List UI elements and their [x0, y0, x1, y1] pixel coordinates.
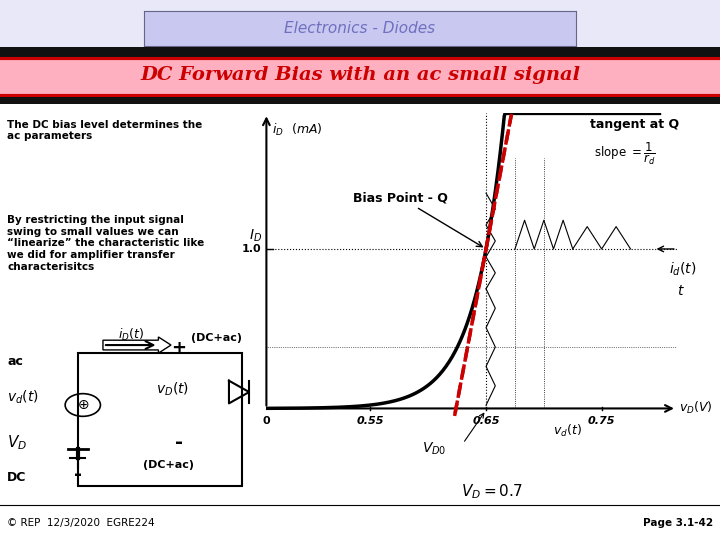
Text: The DC bias level determines the
ac parameters: The DC bias level determines the ac para… [7, 120, 202, 141]
Text: Electronics - Diodes: Electronics - Diodes [284, 21, 436, 36]
Text: DC: DC [7, 471, 27, 484]
Text: Page 3.1-42: Page 3.1-42 [643, 518, 713, 528]
Text: $t$: $t$ [677, 284, 685, 298]
Text: tangent at Q: tangent at Q [590, 118, 679, 131]
Text: $V_{D0}$: $V_{D0}$ [423, 440, 447, 456]
Text: (DC+ac): (DC+ac) [143, 460, 194, 470]
Text: +: + [171, 339, 186, 357]
Text: $I_D$: $I_D$ [248, 228, 262, 244]
Text: -: - [73, 465, 82, 484]
Text: $V_D$: $V_D$ [7, 433, 27, 451]
Text: $V_D=0.7$: $V_D=0.7$ [461, 482, 523, 501]
Text: By restricting the input signal
swing to small values we can
“linearize” the cha: By restricting the input signal swing to… [7, 215, 204, 272]
Text: 0.55: 0.55 [356, 416, 384, 427]
Text: slope $= \dfrac{1}{r_d}$: slope $= \dfrac{1}{r_d}$ [593, 140, 655, 167]
Text: DC Forward Bias with an ac small signal: DC Forward Bias with an ac small signal [140, 66, 580, 84]
FancyArrow shape [103, 337, 171, 353]
Text: Bias Point - Q: Bias Point - Q [353, 191, 482, 247]
Text: -: - [174, 433, 183, 452]
Text: $v_d(t)$: $v_d(t)$ [553, 423, 582, 439]
Text: $i_d(t)$: $i_d(t)$ [669, 260, 696, 278]
Text: $\oplus$: $\oplus$ [76, 398, 89, 412]
Text: 0.65: 0.65 [472, 416, 500, 427]
Text: $v_d(t)$: $v_d(t)$ [7, 388, 39, 406]
Text: 0: 0 [263, 416, 270, 427]
Text: $i_D$  $(mA)$: $i_D$ $(mA)$ [272, 122, 323, 138]
Text: 1.0: 1.0 [242, 244, 262, 254]
Bar [78, 353, 242, 486]
Text: 0.75: 0.75 [588, 416, 616, 427]
Text: (DC+ac): (DC+ac) [192, 333, 242, 343]
Text: $i_D(t)$: $i_D(t)$ [117, 327, 144, 343]
Text: $v_D(V)$: $v_D(V)$ [679, 400, 713, 416]
Text: ac: ac [7, 355, 23, 368]
Text: $v_D(t)$: $v_D(t)$ [156, 380, 189, 397]
Text: © REP  12/3/2020  EGRE224: © REP 12/3/2020 EGRE224 [7, 518, 155, 528]
